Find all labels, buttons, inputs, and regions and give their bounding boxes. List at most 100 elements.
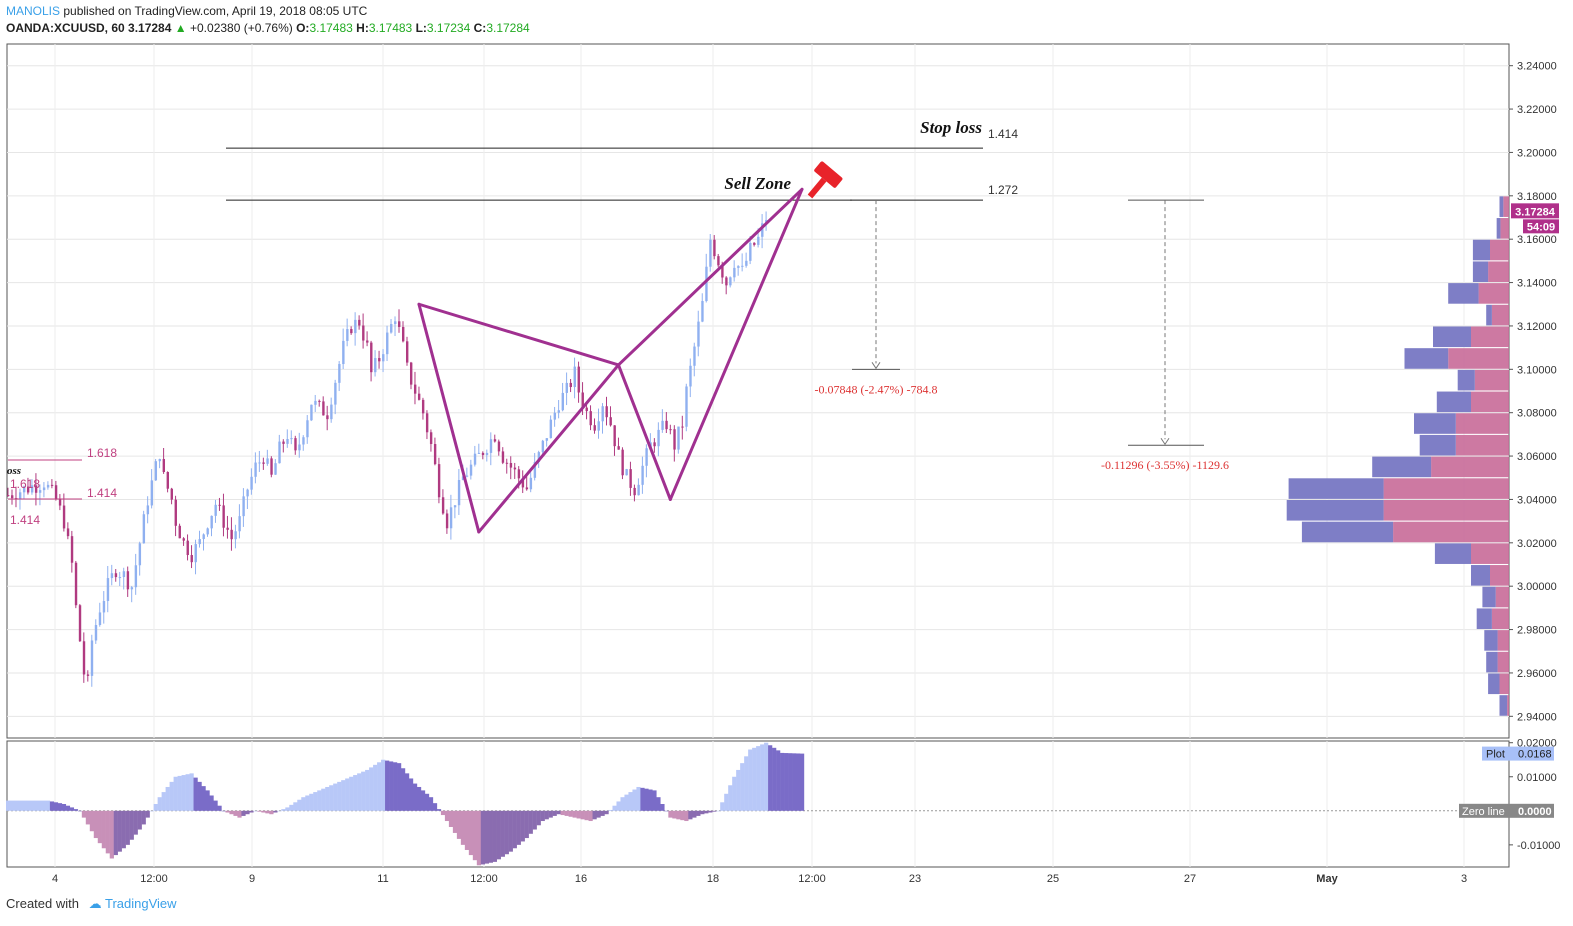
histogram-bar <box>393 762 398 811</box>
price-tick-label: 3.00000 <box>1517 581 1557 593</box>
volume-bar-pink <box>1497 630 1509 651</box>
histogram-bar <box>652 790 657 811</box>
histogram-bar <box>424 793 430 811</box>
candle-body <box>114 573 118 578</box>
candle-body <box>673 429 676 450</box>
fib-annotation: Sell Zone <box>724 174 791 193</box>
histogram-bar <box>349 776 354 811</box>
histogram-bar <box>752 747 757 811</box>
histogram-bar <box>17 800 23 811</box>
histogram-bar <box>177 775 182 811</box>
histogram-bar <box>696 810 701 816</box>
candle-body <box>74 562 78 606</box>
candle-body <box>294 438 297 451</box>
histogram-bar <box>85 810 90 825</box>
candle-body <box>286 439 289 444</box>
candle-body <box>110 573 114 579</box>
tradingview-link[interactable]: TradingView <box>105 896 177 911</box>
candle-body <box>661 420 664 430</box>
candle-body <box>705 266 708 302</box>
candle-body <box>541 440 545 453</box>
candle-body <box>577 366 580 393</box>
candle-body <box>489 439 493 453</box>
edge-label: 1.618 <box>10 477 40 491</box>
histogram-bar <box>684 810 689 822</box>
histogram-bar <box>436 809 442 811</box>
histogram-bar <box>221 810 226 812</box>
histogram-bar <box>97 810 102 844</box>
author-link[interactable]: MANOLIS <box>6 4 61 18</box>
histogram-bar <box>536 810 541 826</box>
candle-body <box>761 223 764 237</box>
edge-label: oss <box>7 465 21 477</box>
histogram-bar <box>464 810 470 850</box>
histogram-bar <box>636 786 641 811</box>
candle-body <box>505 462 509 464</box>
histogram-bar <box>704 810 709 814</box>
close-value: 3.17284 <box>486 21 530 35</box>
volume-bar-blue <box>1484 630 1498 651</box>
candle-body <box>386 332 389 355</box>
histogram-bar <box>476 810 482 866</box>
fib-label: 1.414 <box>988 127 1018 141</box>
candle-body <box>725 277 728 286</box>
histogram-bar <box>556 810 561 815</box>
volume-bar-pink <box>1507 695 1509 716</box>
main-pane-frame <box>6 43 1510 739</box>
histogram-bar <box>281 809 286 811</box>
candle-body <box>102 601 106 613</box>
histogram-bar <box>488 810 493 863</box>
histogram-bar <box>325 786 330 811</box>
histogram-bar <box>377 762 382 811</box>
histogram-bar <box>700 810 705 815</box>
histogram-bar <box>273 810 278 813</box>
histogram-bar <box>564 810 569 816</box>
histogram-bar <box>460 810 466 845</box>
candle-body <box>621 449 624 476</box>
histogram-bar <box>401 768 406 811</box>
price-axis[interactable]: 3.24000 3.22000 3.20000 3.18000 3.16000 3.140… <box>1459 61 1560 852</box>
histogram-bar <box>61 804 67 811</box>
candle-body <box>362 325 365 341</box>
candle-body <box>689 365 692 387</box>
histogram-bar <box>389 761 394 811</box>
candle-body <box>230 529 233 540</box>
volume-bar-pink <box>1500 218 1509 239</box>
histogram-bar <box>29 800 35 811</box>
candle-body <box>186 540 189 556</box>
candle-body <box>378 358 381 362</box>
last-price-label: 3.17284 <box>1515 206 1556 218</box>
candle-body <box>497 441 501 452</box>
histogram-bar <box>341 780 346 811</box>
measure-label: -0.11296 (-3.55%) -1129.6 <box>1101 458 1229 472</box>
candle-body <box>142 514 146 544</box>
volume-bar-pink <box>1497 651 1509 673</box>
candle-body <box>206 528 209 535</box>
candle-body <box>358 319 361 326</box>
histogram-bar <box>712 810 717 812</box>
candle-body <box>685 386 688 427</box>
candle-body <box>597 421 600 431</box>
osc-tick-label: -0.01000 <box>1517 840 1560 852</box>
histogram-bar <box>660 804 665 811</box>
histogram-bar <box>440 810 446 816</box>
candle-body <box>653 442 656 447</box>
volume-bar-pink <box>1471 326 1509 348</box>
candle-body <box>553 412 557 420</box>
candle-body <box>709 239 712 267</box>
histogram-bar <box>800 753 805 811</box>
candle-body <box>645 448 648 466</box>
candle-body <box>42 487 46 491</box>
edge-label: 1.414 <box>10 513 40 527</box>
candle-body <box>262 462 265 464</box>
price-tick-label: 3.16000 <box>1517 234 1557 246</box>
histogram-bar <box>520 810 525 842</box>
candle-body <box>633 487 636 496</box>
candle-body <box>609 417 612 426</box>
time-axis[interactable]: 4 12:00 9 11 12:00 16 18 12:00 23 25 27 May 3 <box>52 873 1467 885</box>
pattern-leg <box>477 363 620 534</box>
symbol-label: OANDA:XCUUSD, 60 <box>6 21 125 35</box>
histogram-bar <box>788 753 793 811</box>
candle-body <box>254 462 257 477</box>
